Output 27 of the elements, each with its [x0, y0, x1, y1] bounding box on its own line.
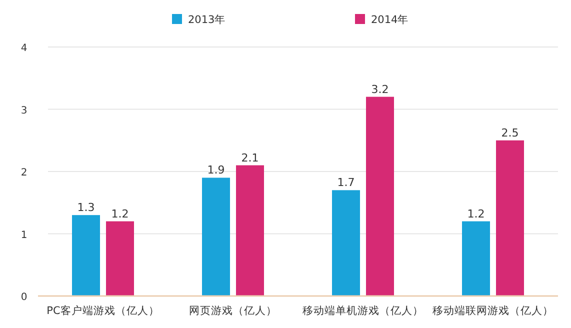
data-label: 1.2 [111, 207, 129, 220]
bar [106, 221, 134, 296]
data-label: 1.2 [467, 207, 485, 220]
data-label: 3.2 [371, 82, 389, 96]
bar [236, 165, 264, 296]
legend-label: 2014年 [371, 14, 409, 26]
bar [462, 221, 490, 296]
bar [496, 140, 524, 296]
x-tick-label: PC客户端游戏（亿人） [46, 304, 160, 317]
y-tick-label: 2 [20, 168, 28, 178]
bar [332, 190, 360, 296]
y-tick-label: 3 [20, 105, 28, 116]
x-tick-label: 网页游戏（亿人） [189, 304, 277, 317]
bar [366, 96, 394, 296]
y-tick-label: 4 [20, 43, 28, 54]
x-tick-label: 移动端单机游戏（亿人） [302, 304, 424, 317]
data-label: 1.7 [337, 176, 355, 190]
y-tick-label: 1 [20, 230, 28, 241]
y-tick-label: 0 [20, 292, 28, 303]
bar [202, 178, 230, 296]
legend-label: 2013年 [188, 14, 226, 26]
data-label: 1.9 [207, 164, 225, 177]
bar [72, 215, 100, 296]
data-label: 2.1 [241, 151, 259, 164]
data-label: 2.5 [501, 126, 519, 140]
x-tick-label: 移动端联网游戏（亿人） [432, 304, 554, 317]
data-label: 1.3 [77, 201, 95, 214]
